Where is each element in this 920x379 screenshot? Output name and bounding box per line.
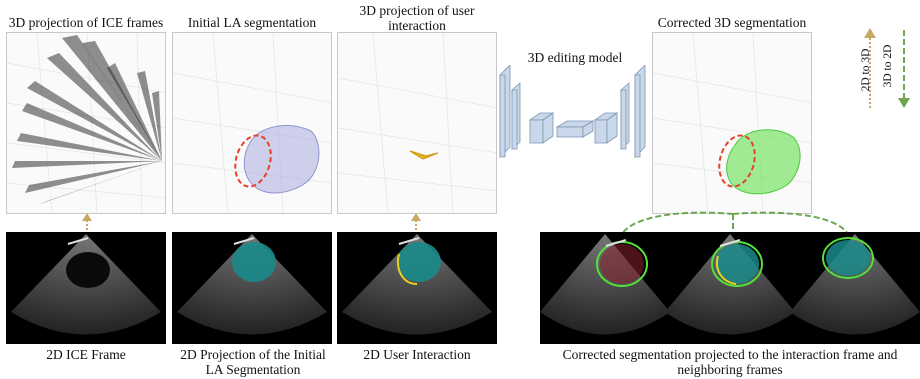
teal-seg [232,242,276,282]
panel-2d-user-interaction [337,232,497,344]
user-interaction-render [338,33,496,213]
proj-ice-title: 3D projection of ICE frames [8,15,164,30]
corrected-label-line1: Corrected segmentation projected to the … [562,347,898,362]
legend-3d-to-2d: 3D to 2D [882,44,894,88]
initial-seg-title: Initial LA segmentation [187,15,317,30]
la-blob-blue [243,125,320,194]
user-stroke [409,150,439,160]
corrected-frame-2 [665,234,795,335]
panel-2d-ice-frame [6,232,166,344]
user-scribble [397,253,418,285]
proj-user-title-line2: interaction [388,18,446,33]
red-dashed-ellipse-corrected [718,134,756,188]
proj-user-title-line1: 3D projection of user [359,3,475,18]
corrected-label-line2: neighboring frames [677,362,783,377]
projection-label-line1: 2D Projection of the Initial [180,347,326,362]
connector-user [411,213,421,234]
connector-ice [82,213,92,234]
panel-2d-initial-projection [172,232,332,344]
corrected-frame-1 [540,234,670,335]
down-arrow-icon [898,98,910,108]
legend-2d-to-3d: 2D to 3D [860,48,872,92]
ice-frames-render [7,33,165,213]
corrected-3d-title: Corrected 3D segmentation [657,15,807,30]
corrected-seg-render [653,33,811,213]
panel-2d-corrected-frames [540,232,920,344]
projection-label-line2: LA Segmentation [205,362,301,377]
legend-arrows [864,28,910,108]
panel-3d-user-interaction [337,32,497,214]
up-arrow-icon [864,28,876,38]
ice-frame-label: 2D ICE Frame [46,347,126,362]
la-blob-green [726,129,801,195]
panel-3d-corrected-seg [652,32,812,214]
user-interaction-label: 2D User Interaction [363,347,471,362]
initial-seg-render [173,33,331,213]
editing-model-network [499,65,646,158]
corrected-frame-3 [790,234,920,335]
panel-3d-initial-seg [172,32,332,214]
panel-3d-ice-frames [6,32,166,214]
editing-model-title: 3D editing model [527,50,623,65]
